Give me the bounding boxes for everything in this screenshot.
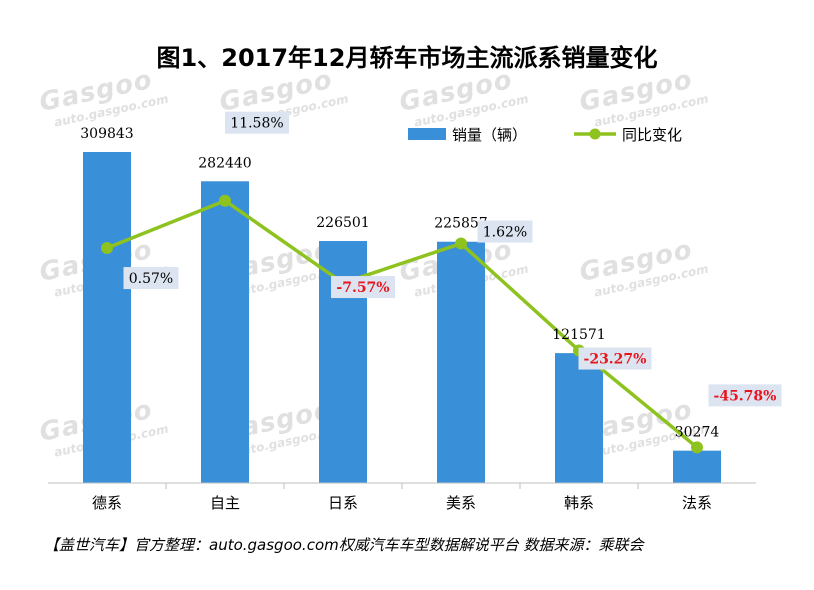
x-tick-label: 日系 — [328, 494, 358, 512]
pct-label-box — [477, 220, 533, 243]
pct-label-box — [225, 111, 289, 134]
bar-美系 — [437, 241, 485, 483]
line-point — [101, 242, 113, 255]
bar-value-label: 226501 — [316, 215, 369, 231]
pct-label-box — [578, 347, 652, 370]
pct-label: -7.57% — [336, 280, 389, 296]
pct-label: -45.78% — [714, 388, 777, 404]
chart-title: 图1、2017年12月轿车市场主流派系销量变化 — [156, 44, 658, 72]
bar-value-label: 282440 — [198, 155, 251, 171]
legend-bar-swatch — [408, 128, 446, 140]
x-tick-label: 法系 — [682, 494, 712, 512]
x-tick-label: 韩系 — [564, 494, 594, 512]
pct-label: 11.58% — [230, 116, 283, 132]
bar-韩系 — [555, 353, 603, 483]
legend-line-marker — [589, 128, 601, 140]
bar-法系 — [673, 450, 721, 483]
bar-value-label: 30274 — [675, 425, 720, 441]
line-point — [455, 237, 467, 250]
pct-label-box — [123, 267, 179, 290]
bar-value-label: 309843 — [80, 126, 133, 142]
bar-自主 — [201, 181, 249, 483]
pct-label-box — [708, 384, 782, 407]
x-tick-label: 德系 — [92, 494, 122, 512]
bar-value-label: 121571 — [552, 327, 605, 343]
pct-label: 1.62% — [483, 225, 527, 241]
line-point — [219, 194, 231, 207]
footer-source-note: 【盖世汽车】官方整理：auto.gasgoo.com权威汽车车型数据解说平台 数… — [44, 536, 644, 554]
line-series-yoy — [106, 198, 699, 449]
line-point — [691, 441, 703, 454]
pct-label: 0.57% — [129, 271, 173, 287]
legend-line-label: 同比变化 — [622, 126, 682, 144]
x-tick-label: 自主 — [210, 494, 240, 512]
bar-value-label: 225857 — [434, 216, 487, 232]
bar-德系 — [83, 152, 131, 483]
x-tick-label: 美系 — [446, 494, 476, 512]
pct-label: -23.27% — [584, 352, 647, 368]
legend-bar-label: 销量（辆） — [452, 126, 527, 144]
pct-label-box — [331, 276, 395, 299]
